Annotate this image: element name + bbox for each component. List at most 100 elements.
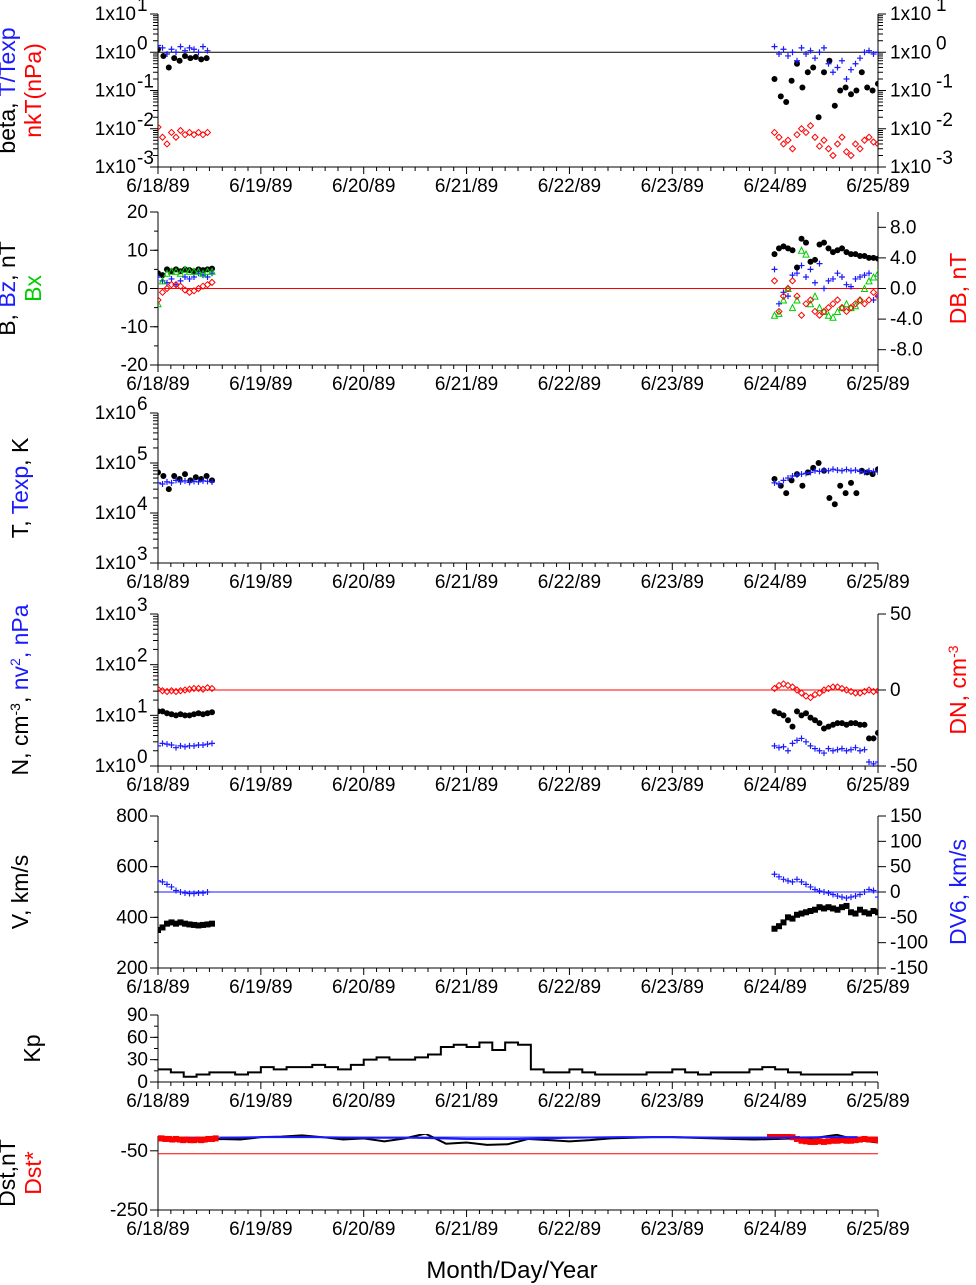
data-point — [866, 47, 872, 54]
data-point — [168, 711, 175, 718]
data-point — [833, 140, 842, 148]
data-point — [807, 47, 814, 54]
data-point — [821, 467, 827, 474]
x-tick-label: 6/25/89 — [846, 775, 909, 796]
data-point — [208, 267, 216, 275]
data-point — [799, 482, 806, 489]
data-point — [803, 738, 809, 745]
data-point — [163, 140, 171, 148]
data-point — [803, 470, 809, 477]
data-point — [797, 311, 806, 319]
data-point — [870, 254, 877, 261]
y-tick-label: 1x10 — [95, 553, 136, 574]
y-tick-label: -50 — [121, 1141, 148, 1162]
data-point — [185, 267, 194, 275]
right-tick-exponent: -1 — [936, 72, 953, 93]
right-tick-label: 4.0 — [890, 248, 916, 269]
data-point — [842, 148, 851, 156]
data-point — [771, 43, 778, 50]
data-point — [176, 269, 185, 277]
x-axis-title: Month/Day/Year — [426, 1257, 597, 1284]
data-point — [839, 1137, 845, 1144]
data-point — [869, 138, 878, 146]
x-tick-label: 6/23/89 — [641, 176, 704, 197]
data-point — [780, 46, 787, 53]
data-point — [176, 1136, 183, 1143]
x-tick-label: 6/21/89 — [435, 176, 498, 197]
data-point — [191, 711, 197, 718]
right-tick-exponent: -3 — [936, 148, 953, 169]
data-point — [187, 1137, 194, 1144]
data-point — [794, 57, 800, 64]
data-point — [186, 44, 193, 51]
data-point — [793, 295, 801, 304]
data-point — [200, 43, 206, 50]
data-point — [785, 877, 791, 884]
data-point — [162, 1135, 169, 1142]
data-point — [820, 307, 828, 316]
panel-beta: 6/18/89 6/19/89 6/20/89 6/21/89 6/22/89 6/23/… — [0, 0, 953, 197]
data-point — [203, 128, 212, 137]
y-tick-exponent: 1 — [137, 0, 148, 16]
y-tick-label: 800 — [116, 806, 148, 827]
data-point — [798, 878, 805, 885]
data-point — [812, 55, 818, 62]
data-point — [776, 744, 782, 751]
data-point — [852, 467, 859, 474]
data-point — [870, 1136, 877, 1143]
data-point — [779, 295, 788, 304]
data-point — [875, 466, 878, 473]
data-point — [843, 75, 850, 82]
x-tick-label: 6/23/89 — [641, 1091, 704, 1112]
data-point — [182, 266, 188, 273]
data-point — [821, 44, 827, 51]
data-point — [789, 878, 796, 885]
data-point — [185, 128, 194, 137]
data-point — [803, 239, 809, 246]
y-tick-exponent: 3 — [137, 595, 148, 616]
data-point — [160, 472, 167, 479]
data-point — [802, 128, 810, 137]
data-point — [870, 760, 877, 767]
data-point — [812, 467, 818, 474]
data-point — [848, 746, 854, 753]
data-point — [815, 114, 822, 121]
data-point — [173, 920, 179, 927]
right-y-axis-title: DN, cm-3 — [945, 645, 971, 734]
data-point — [167, 128, 176, 137]
data-point — [807, 258, 814, 265]
data-point — [776, 923, 782, 930]
data-point — [860, 284, 869, 292]
data-point — [173, 49, 179, 56]
x-tick-label: 6/20/89 — [332, 1219, 395, 1240]
data-point — [182, 471, 188, 478]
y-tick-exponent: 4 — [137, 494, 148, 515]
data-point — [807, 266, 814, 273]
data-point — [172, 280, 180, 289]
data-point — [159, 924, 166, 931]
data-point — [816, 49, 823, 56]
data-point — [793, 686, 801, 694]
x-tick-label: 6/22/89 — [538, 977, 601, 998]
x-tick-label: 6/25/89 — [846, 176, 909, 197]
data-point — [869, 87, 876, 94]
data-point — [851, 300, 860, 308]
data-point — [875, 894, 878, 901]
data-point — [177, 889, 184, 895]
data-point — [168, 741, 175, 748]
data-point — [861, 721, 868, 728]
y-tick-label: 1x10 — [95, 655, 136, 676]
right-tick-label: 1x10 — [890, 42, 931, 63]
data-point — [159, 740, 166, 747]
data-point — [856, 296, 864, 304]
data-point — [209, 709, 215, 716]
data-point — [182, 52, 188, 59]
data-point — [165, 64, 172, 71]
data-point — [865, 296, 873, 304]
x-tick-label: 6/20/89 — [332, 374, 395, 395]
data-point — [794, 471, 800, 478]
data-point — [771, 871, 778, 878]
data-point — [158, 296, 162, 304]
y-tick-label: 1x10 — [95, 705, 136, 726]
right-tick-label: 0.0 — [890, 279, 916, 300]
